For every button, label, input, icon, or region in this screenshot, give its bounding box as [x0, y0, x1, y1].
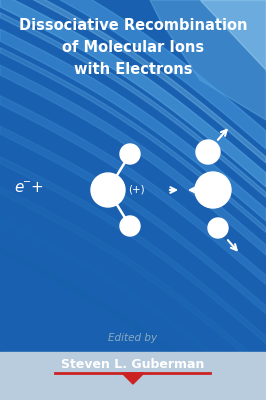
Text: Edited by: Edited by	[109, 333, 157, 343]
Text: with Electrons: with Electrons	[74, 62, 192, 76]
Circle shape	[196, 140, 220, 164]
Circle shape	[120, 216, 140, 236]
Polygon shape	[200, 0, 266, 70]
Polygon shape	[122, 373, 144, 384]
Circle shape	[195, 172, 231, 208]
Text: Steven L. Guberman: Steven L. Guberman	[61, 358, 205, 370]
Polygon shape	[150, 0, 266, 120]
Polygon shape	[0, 0, 266, 149]
Polygon shape	[0, 186, 266, 374]
Polygon shape	[0, 217, 266, 400]
Polygon shape	[0, 96, 266, 284]
Text: of Molecular Ions: of Molecular Ions	[62, 40, 204, 54]
Polygon shape	[0, 0, 266, 163]
Circle shape	[91, 173, 125, 207]
Polygon shape	[0, 156, 266, 344]
Circle shape	[208, 218, 228, 238]
Polygon shape	[0, 0, 266, 187]
Polygon shape	[0, 48, 266, 232]
Polygon shape	[0, 126, 266, 314]
Polygon shape	[0, 29, 266, 221]
Bar	[0, 352, 266, 400]
Polygon shape	[0, 65, 266, 255]
Text: +: +	[30, 180, 43, 196]
Polygon shape	[0, 12, 266, 198]
Polygon shape	[0, 247, 266, 400]
Text: (+): (+)	[128, 185, 145, 195]
Circle shape	[120, 144, 140, 164]
Text: e: e	[14, 180, 23, 196]
Text: Dissociative Recombination: Dissociative Recombination	[19, 18, 247, 32]
Text: −: −	[23, 177, 31, 187]
